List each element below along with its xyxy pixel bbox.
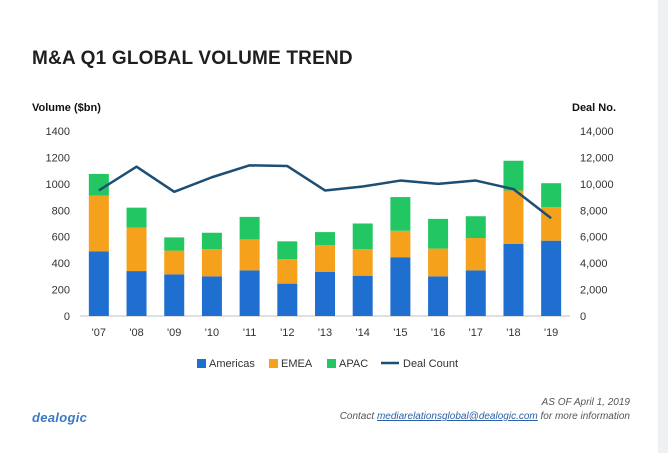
legend-swatch-apac bbox=[327, 359, 336, 368]
bar-apac bbox=[126, 207, 147, 228]
y-left-axis-title: Volume ($bn) bbox=[32, 102, 101, 114]
bar-apac bbox=[352, 223, 373, 250]
x-tick-label: '07 bbox=[92, 327, 106, 339]
bar-apac bbox=[390, 197, 411, 231]
bar-apac bbox=[315, 232, 335, 246]
bar-apac bbox=[465, 216, 486, 239]
bar-americas bbox=[465, 270, 486, 316]
line-deal-count bbox=[98, 164, 552, 220]
legend-swatch-emea bbox=[269, 359, 278, 368]
x-tick-label: '13 bbox=[318, 327, 332, 339]
y-left-tick-label: 1200 bbox=[46, 152, 70, 164]
bar-apac bbox=[428, 218, 449, 249]
y-left-tick-label: 1000 bbox=[46, 179, 70, 191]
bar-americas bbox=[164, 274, 185, 316]
bar-americas bbox=[88, 251, 109, 316]
y-right-tick-label: 4,000 bbox=[580, 258, 608, 270]
bar-emea bbox=[428, 248, 449, 277]
bar-americas bbox=[315, 271, 335, 316]
contact-prefix: Contact bbox=[339, 411, 377, 422]
as-of-date: AS OF April 1, 2019 bbox=[541, 397, 630, 408]
bar-apac bbox=[277, 241, 298, 260]
bar-americas bbox=[277, 283, 298, 316]
bar-emea bbox=[277, 259, 298, 284]
bar-americas bbox=[126, 271, 147, 316]
bar-emea bbox=[201, 249, 222, 277]
legend-label-deal-count: Deal Count bbox=[403, 358, 458, 370]
x-tick-label: '08 bbox=[129, 327, 143, 339]
bar-emea bbox=[239, 239, 260, 271]
bar-apac bbox=[164, 237, 185, 251]
x-tick-label: '17 bbox=[469, 327, 483, 339]
y-right-tick-label: 14,000 bbox=[580, 126, 614, 138]
y-right-tick-label: 8,000 bbox=[580, 205, 608, 217]
bar-emea bbox=[315, 245, 335, 272]
x-tick-label: '10 bbox=[205, 327, 219, 339]
y-right-axis-title: Deal No. bbox=[572, 102, 616, 114]
bar-apac bbox=[239, 216, 260, 240]
bar-americas bbox=[352, 275, 373, 316]
y-left-tick-label: 1400 bbox=[46, 126, 70, 138]
bar-emea bbox=[465, 238, 486, 271]
x-tick-label: '14 bbox=[356, 327, 370, 339]
legend-label-apac: APAC bbox=[339, 358, 368, 370]
chart-title: M&A Q1 GLOBAL VOLUME TREND bbox=[32, 48, 353, 69]
x-tick-label: '19 bbox=[544, 327, 558, 339]
x-tick-label: '15 bbox=[393, 327, 407, 339]
bar-apac bbox=[201, 232, 222, 250]
dealogic-logo: dealogic bbox=[32, 410, 88, 425]
y-left-tick-label: 400 bbox=[52, 258, 70, 270]
bar-americas bbox=[541, 240, 562, 316]
y-right-tick-label: 10,000 bbox=[580, 179, 614, 191]
y-right-tick-label: 2,000 bbox=[580, 285, 608, 297]
legend-swatch-americas bbox=[197, 359, 206, 368]
x-tick-label: '11 bbox=[243, 327, 257, 339]
y-right-tick-label: 0 bbox=[580, 311, 586, 323]
bar-americas bbox=[503, 243, 524, 316]
x-tick-label: '09 bbox=[167, 327, 181, 339]
bar-apac bbox=[88, 173, 109, 196]
y-right-tick-label: 12,000 bbox=[580, 152, 614, 164]
y-left-tick-label: 200 bbox=[52, 285, 70, 297]
contact-line: Contact mediarelationsglobal@dealogic.co… bbox=[340, 411, 630, 422]
bar-emea bbox=[88, 195, 109, 252]
contact-email-link[interactable]: mediarelationsglobal@dealogic.com bbox=[376, 411, 538, 422]
legend-label-emea: EMEA bbox=[281, 358, 313, 370]
y-left-tick-label: 0 bbox=[64, 311, 70, 323]
right-edge-strip bbox=[658, 0, 668, 453]
contact-suffix: for more information bbox=[537, 411, 631, 422]
bar-apac bbox=[541, 183, 562, 207]
bar-apac bbox=[503, 160, 524, 191]
bar-americas bbox=[390, 257, 411, 316]
y-left-tick-label: 800 bbox=[52, 205, 70, 217]
bar-americas bbox=[428, 276, 449, 316]
bar-emea bbox=[352, 249, 373, 276]
x-tick-label: '16 bbox=[431, 327, 445, 339]
bar-americas bbox=[201, 276, 222, 316]
bar-emea bbox=[164, 250, 185, 275]
legend-label-americas: Americas bbox=[209, 358, 255, 370]
x-tick-label: '12 bbox=[280, 327, 294, 339]
bar-emea bbox=[126, 227, 147, 272]
bar-emea bbox=[390, 230, 411, 258]
y-left-tick-label: 600 bbox=[52, 232, 70, 244]
y-right-tick-label: 6,000 bbox=[580, 232, 608, 244]
bar-americas bbox=[239, 270, 260, 316]
x-tick-label: '18 bbox=[506, 327, 520, 339]
bar-emea bbox=[503, 190, 524, 244]
